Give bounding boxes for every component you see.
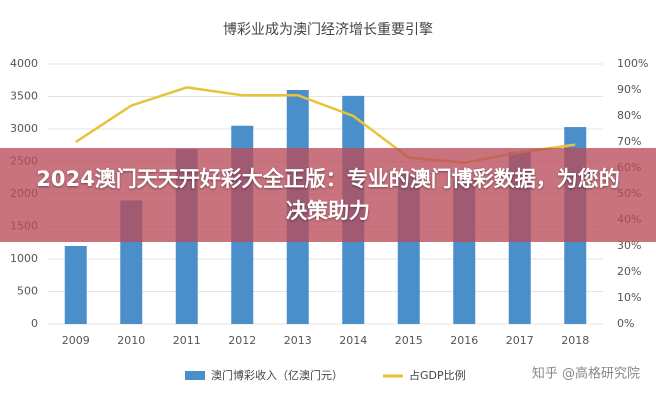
y-tick-label: 3500 <box>10 90 38 103</box>
x-tick-label: 2017 <box>506 334 534 347</box>
x-tick-label: 2014 <box>339 334 367 347</box>
chart-title: 博彩业成为澳门经济增长重要引擎 <box>223 21 433 38</box>
bar <box>64 246 87 324</box>
y2-tick-label: 0% <box>617 317 634 330</box>
y2-tick-label: 80% <box>617 109 641 122</box>
legend-label: 澳门博彩收入（亿澳门元） <box>211 368 343 382</box>
legend-label: 占GDP比例 <box>409 368 466 382</box>
y2-tick-label: 20% <box>617 265 641 278</box>
y2-tick-label: 90% <box>617 83 641 96</box>
y2-tick-label: 100% <box>617 57 648 70</box>
x-tick-label: 2009 <box>62 334 90 347</box>
y2-tick-label: 10% <box>617 291 641 304</box>
y-tick-label: 4000 <box>10 57 38 70</box>
watermark: 知乎 @高格研究院 <box>532 366 640 382</box>
overlay-banner: 2024澳门天天开好彩大全正版：专业的澳门博彩数据，为您的决策助力 <box>0 148 656 242</box>
headline: 2024澳门天天开好彩大全正版：专业的澳门博彩数据，为您的决策助力 <box>36 167 620 223</box>
y-tick-label: 3000 <box>10 122 38 135</box>
y-tick-label: 0 <box>31 317 38 330</box>
x-tick-label: 2018 <box>561 334 589 347</box>
x-tick-label: 2010 <box>117 334 145 347</box>
legend-swatch <box>185 371 205 380</box>
x-tick-label: 2016 <box>450 334 478 347</box>
y2-tick-label: 70% <box>617 135 641 148</box>
y-tick-label: 500 <box>17 285 38 298</box>
y-tick-label: 1000 <box>10 252 38 265</box>
x-tick-label: 2015 <box>395 334 423 347</box>
x-tick-label: 2012 <box>228 334 256 347</box>
x-tick-label: 2011 <box>173 334 201 347</box>
x-tick-label: 2013 <box>284 334 312 347</box>
y2-tick-label: 30% <box>617 239 641 252</box>
